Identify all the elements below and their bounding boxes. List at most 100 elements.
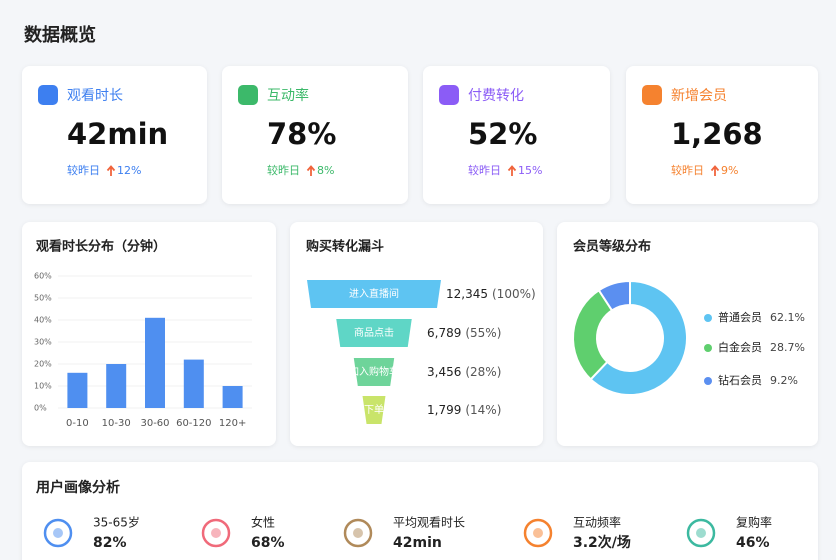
profile-icon <box>201 518 231 548</box>
kpi-icon <box>439 85 459 105</box>
rate-label: (100%) <box>492 287 536 301</box>
profile-icon-dot <box>353 528 363 538</box>
legend-value: 62.1% <box>770 311 805 324</box>
chart-title: 购买转化漏斗 <box>306 239 384 255</box>
profile-label: 女性 <box>251 515 275 530</box>
section-title: 用户画像分析 <box>36 479 120 496</box>
profile-icon-dot <box>53 528 63 538</box>
card <box>222 66 408 204</box>
kpi-label: 付费转化 <box>468 88 524 104</box>
profile-value: 68% <box>251 535 285 551</box>
legend-label: 普通会员 <box>718 310 762 324</box>
kpi-compare: 较昨日 <box>67 163 100 177</box>
profile-value: 3.2次/场 <box>573 534 631 551</box>
legend-value: 28.7% <box>770 341 805 354</box>
card <box>626 66 818 204</box>
profile-label: 复购率 <box>736 515 772 530</box>
funnel-bar <box>336 319 412 347</box>
y-tick-label: 20% <box>34 360 52 369</box>
bar <box>183 359 204 408</box>
rate-label: (55%) <box>465 326 501 340</box>
funnel-value: 3,456 (28%) <box>427 365 501 379</box>
kpi-compare: 较昨日 <box>468 163 501 177</box>
profile-icon <box>523 518 553 548</box>
up-arrow <box>710 165 720 176</box>
kpi-change: 12% <box>117 164 141 177</box>
y-tick-label: 60% <box>34 272 52 281</box>
profile-value: 42min <box>393 535 442 551</box>
rate-label: (14%) <box>465 403 501 417</box>
x-tick-label: 120+ <box>219 418 246 429</box>
kpi-icon <box>38 85 58 105</box>
kpi-value: 78% <box>267 117 336 151</box>
kpi-label: 观看时长 <box>67 88 123 104</box>
legend-dot <box>704 344 712 352</box>
x-tick-label: 60-120 <box>176 418 211 429</box>
x-tick-label: 0-10 <box>66 418 89 429</box>
legend-value: 9.2% <box>770 374 798 387</box>
up-arrow <box>507 165 517 176</box>
profile-icon <box>343 518 373 548</box>
profile-value: 82% <box>93 535 127 551</box>
profile-label: 35-65岁 <box>93 515 140 530</box>
up-arrow <box>306 165 316 176</box>
kpi-value: 1,268 <box>671 117 763 151</box>
kpi-compare: 较昨日 <box>267 163 300 177</box>
kpi-change: 8% <box>317 164 334 177</box>
rate-label: (28%) <box>465 365 501 379</box>
kpi-label: 互动率 <box>267 87 309 104</box>
profile-icon-dot <box>696 528 706 538</box>
kpi-icon <box>642 85 662 105</box>
funnel-value: 6,789 (55%) <box>427 326 501 340</box>
chart-title: 观看时长分布（分钟） <box>36 239 166 255</box>
legend-label: 白金会员 <box>718 340 762 354</box>
y-tick-label: 50% <box>34 294 52 303</box>
profile-icon <box>686 518 716 548</box>
profile-icon <box>43 518 73 548</box>
value-label: 6,789 <box>427 326 461 340</box>
bar <box>106 364 127 408</box>
funnel-label: 进入直播间 <box>349 287 399 300</box>
up-arrow <box>106 165 116 176</box>
funnel-bar <box>362 396 386 424</box>
x-tick-label: 10-30 <box>102 418 131 429</box>
bar <box>67 372 88 408</box>
y-tick-label: 40% <box>34 316 52 325</box>
y-tick-label: 10% <box>34 382 52 391</box>
kpi-change: 9% <box>721 164 738 177</box>
kpi-change: 15% <box>518 164 542 177</box>
donut-segment <box>597 279 631 312</box>
card <box>22 66 207 204</box>
funnel-value: 12,345 (100%) <box>446 287 536 301</box>
card <box>22 462 818 560</box>
value-label: 1,799 <box>427 403 461 417</box>
funnel-label: 加入购物车 <box>349 365 399 378</box>
funnel-label: 商品点击 <box>354 326 394 339</box>
legend-label: 钻石会员 <box>718 373 762 387</box>
profile-label: 平均观看时长 <box>393 516 465 530</box>
profile-icon-dot <box>211 528 221 538</box>
bar <box>145 317 165 408</box>
profile-label: 互动频率 <box>573 515 621 530</box>
card <box>290 222 543 446</box>
value-label: 12,345 <box>446 287 488 301</box>
x-tick-label: 30-60 <box>140 418 169 429</box>
card <box>423 66 610 204</box>
donut-segment <box>589 279 688 396</box>
y-tick-label: 0% <box>34 404 47 413</box>
kpi-label: 新增会员 <box>671 88 727 104</box>
kpi-icon <box>238 85 258 105</box>
kpi-compare: 较昨日 <box>671 163 704 177</box>
chart-title: 会员等级分布 <box>573 239 651 255</box>
profile-value: 46% <box>736 535 770 551</box>
value-label: 3,456 <box>427 365 461 379</box>
funnel-bar <box>307 280 441 308</box>
funnel-label: 下单 <box>364 404 384 416</box>
page-title: 数据概览 <box>24 24 96 46</box>
legend-dot <box>704 314 712 322</box>
kpi-value: 42min <box>67 117 168 151</box>
y-tick-label: 30% <box>34 338 52 347</box>
kpi-value: 52% <box>468 117 537 151</box>
funnel-value: 1,799 (14%) <box>427 403 501 417</box>
